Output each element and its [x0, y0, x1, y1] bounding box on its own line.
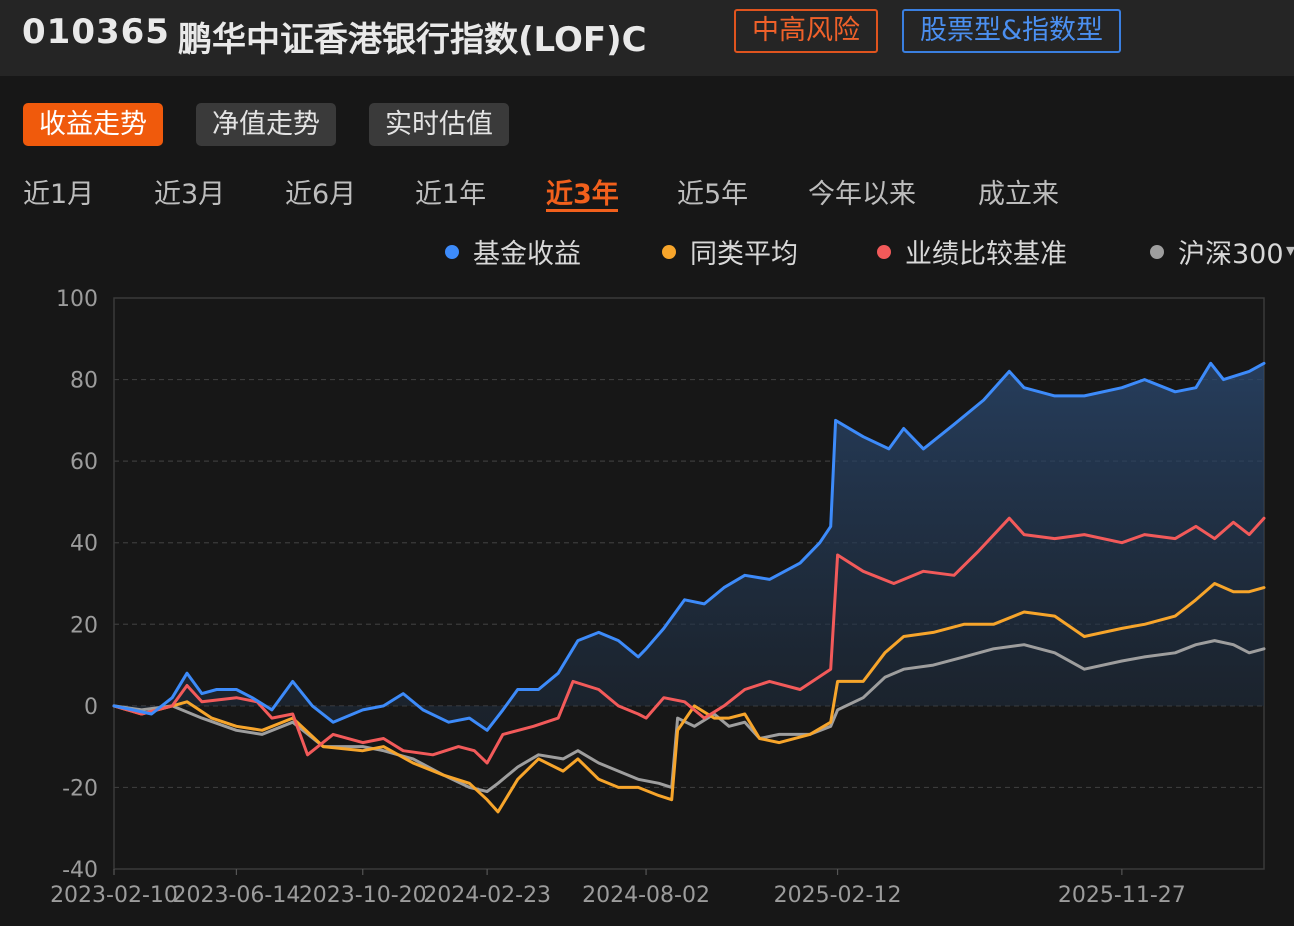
- x-tick-label: 2023-06-14: [172, 883, 300, 908]
- legend-label: 基金收益: [473, 239, 581, 270]
- fund-name: 鹏华中证香港银行指数(LOF)C: [178, 20, 647, 60]
- y-tick-label: 100: [56, 287, 98, 312]
- y-tick-label: -40: [62, 858, 98, 883]
- series-line-1: [112, 582, 1266, 814]
- legend-benchmark[interactable]: 业绩比较基准: [877, 232, 1067, 271]
- range-tab-since-inception[interactable]: 成立来: [978, 179, 1059, 210]
- active-range-underline: [546, 209, 618, 212]
- fund-header: 010365 鹏华中证香港银行指数(LOF)C 中高风险 股票型&指数型: [0, 0, 1294, 76]
- legend-label: 同类平均: [690, 239, 798, 270]
- fund-type-badge: 股票型&指数型: [902, 9, 1122, 53]
- x-tick-label: 2023-02-10: [50, 883, 178, 908]
- x-tick-label: 2025-02-12: [774, 883, 902, 908]
- legend-label: 业绩比较基准: [905, 239, 1067, 270]
- legend-dot-icon: [445, 244, 459, 259]
- range-tab-1y[interactable]: 近1年: [415, 179, 487, 210]
- range-tab-ytd[interactable]: 今年以来: [808, 179, 916, 210]
- tab-nav-trend[interactable]: 净值走势: [196, 103, 336, 146]
- series-line-2: [112, 516, 1266, 765]
- range-tab-3m[interactable]: 近3月: [154, 179, 226, 210]
- range-tab-1m[interactable]: 近1月: [23, 179, 95, 210]
- x-tick-label: 2024-08-02: [582, 883, 710, 908]
- series-line-0: [112, 361, 1266, 732]
- legend-dot-icon: [662, 244, 676, 259]
- y-tick-label: -20: [62, 776, 98, 801]
- legend-more-chevron-icon[interactable]: ▾: [1286, 240, 1294, 261]
- risk-level-badge: 中高风险: [734, 9, 878, 53]
- y-tick-label: 40: [70, 532, 98, 557]
- x-tick-label: 2023-10-20: [299, 883, 427, 908]
- tab-return-trend[interactable]: 收益走势: [23, 103, 163, 146]
- range-tab-6m[interactable]: 近6月: [285, 179, 357, 210]
- y-tick-label: 0: [84, 695, 98, 720]
- y-tick-label: 80: [70, 369, 98, 394]
- legend-csi300[interactable]: 沪深300: [1150, 232, 1284, 271]
- fund-area-fill: [114, 363, 1264, 731]
- x-tick-label: 2025-11-27: [1058, 883, 1186, 908]
- x-tick-label: 2024-02-23: [423, 883, 551, 908]
- range-tab-3y[interactable]: 近3年: [546, 179, 619, 210]
- y-tick-label: 60: [70, 450, 98, 475]
- legend-label: 沪深300: [1178, 239, 1284, 270]
- legend-fund-return[interactable]: 基金收益: [445, 232, 581, 271]
- tab-realtime-estimate[interactable]: 实时估值: [369, 103, 509, 146]
- range-tab-5y[interactable]: 近5年: [677, 179, 749, 210]
- legend-peer-average[interactable]: 同类平均: [662, 232, 798, 271]
- legend-dot-icon: [877, 244, 891, 259]
- legend-dot-icon: [1150, 244, 1164, 259]
- fund-code: 010365: [22, 12, 170, 52]
- y-tick-label: 20: [70, 613, 98, 638]
